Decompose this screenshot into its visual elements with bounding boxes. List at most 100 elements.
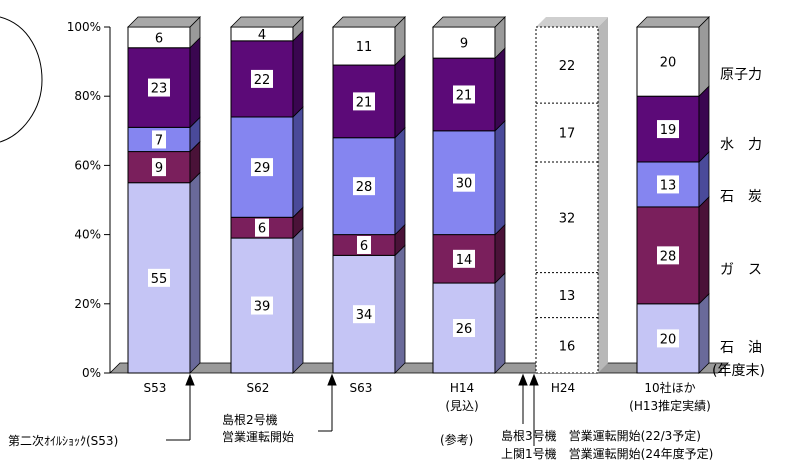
value-label-hydro: 21 — [356, 95, 373, 110]
bar-side-coal — [292, 105, 304, 219]
category-label-10sha: 10社ほか — [644, 380, 695, 395]
category-label-s63: S63 — [350, 381, 373, 395]
bar-segment-nuclear — [636, 26, 700, 97]
value-label-bg — [251, 69, 273, 88]
bar-side-hydro — [394, 54, 406, 139]
bar-10社ほか: 20 28 13 19 20 — [636, 16, 710, 374]
bar-side-gas — [698, 195, 710, 305]
value-label-bg — [657, 120, 679, 139]
bar-side-oil — [494, 272, 506, 374]
value-label-bg — [453, 173, 475, 192]
value-label-bg — [657, 175, 679, 194]
value-label-bg — [152, 158, 166, 177]
value-label-bg — [353, 92, 375, 111]
legend-oil: 石 油 — [720, 340, 762, 356]
value-label-bg — [353, 177, 375, 196]
bar-side-nuclear — [698, 16, 710, 98]
value-label-bg — [453, 319, 475, 338]
value-label-bg — [255, 218, 269, 237]
y-tick-label: 80% — [74, 89, 101, 103]
bar-top — [230, 16, 304, 28]
bar-side-coal — [494, 119, 506, 236]
value-label-gas: 13 — [559, 289, 576, 304]
value-label-nuclear: 9 — [460, 37, 468, 52]
value-label-coal: 30 — [456, 177, 473, 192]
value-label-coal: 7 — [155, 133, 163, 148]
annotation-kaminoseki1: 上関1号機 営業運転開始(24年度予定) — [501, 446, 713, 461]
unit-note: (年度末) — [712, 363, 765, 379]
bar-outline-dashed — [535, 26, 599, 374]
value-label-bg — [657, 246, 679, 265]
category-sublabel-10sha: (H13推定実績) — [629, 398, 711, 413]
ellipse-decoration — [0, 16, 43, 143]
bar-side-hydro — [292, 29, 304, 118]
bar-side-oil — [292, 227, 304, 374]
category-label-s62: S62 — [247, 381, 270, 395]
bar-segment-nuclear — [432, 26, 496, 59]
value-label-nuclear: 6 — [155, 31, 163, 46]
bar-side-oil — [189, 171, 201, 374]
legend-gas: ガ ス — [720, 262, 762, 278]
value-label-hydro: 23 — [151, 82, 168, 97]
value-label-bg — [353, 305, 375, 324]
value-label-gas: 6 — [360, 239, 368, 254]
arrow-oil-shock — [166, 373, 195, 441]
value-label-gas: 6 — [258, 222, 266, 237]
value-label-gas: 9 — [155, 161, 163, 176]
bar-S63: 34 6 28 21 11 — [332, 16, 406, 374]
y-tick-label: 20% — [74, 297, 101, 311]
value-label-oil: 20 — [660, 332, 677, 347]
value-label-bg — [357, 235, 371, 254]
bar-top — [127, 16, 201, 28]
value-label-hydro: 22 — [254, 73, 271, 88]
category-label-s53: S53 — [144, 381, 167, 395]
bar-side-oil — [394, 244, 406, 374]
bar-side-hydro — [698, 85, 710, 163]
category-sublabel-h14: (見込) — [445, 399, 478, 413]
value-label-gas: 28 — [660, 249, 677, 264]
value-label-bg — [148, 78, 170, 97]
legend-hydro: 水 力 — [720, 137, 762, 153]
annotation-shimane3: 島根3号機 営業運転開始(22/3予定) — [501, 428, 701, 443]
value-label-hydro: 19 — [660, 123, 677, 138]
arrow-kaminoseki1 — [529, 373, 539, 446]
value-label-coal: 28 — [356, 180, 373, 195]
bar-top — [332, 16, 406, 28]
chart-floor — [109, 362, 729, 374]
category-label-h14: H14 — [450, 381, 474, 395]
value-label-oil: 34 — [356, 308, 373, 323]
bar-S53: 55 9 7 23 6 — [127, 16, 201, 374]
value-label-oil: 26 — [456, 322, 473, 337]
bar-side-hydro — [494, 47, 506, 132]
value-label-hydro: 17 — [559, 127, 576, 142]
value-label-bg — [657, 329, 679, 348]
legend-coal: 石 炭 — [720, 189, 762, 205]
bar-S62: 39 6 29 22 4 — [230, 16, 304, 374]
y-tick-label: 0% — [82, 366, 101, 380]
bar-H14: 26 14 30 21 9 — [432, 16, 506, 374]
value-label-nuclear: 11 — [356, 40, 373, 55]
value-label-gas: 14 — [456, 253, 473, 268]
arrow-shimane3 — [518, 373, 528, 424]
value-label-oil: 39 — [254, 300, 271, 315]
annotation-shimane2-line2: 営業運転開始 — [222, 430, 294, 444]
annotation-oil-shock: 第二次ｵｲﾙｼｮｯｸ(S53) — [8, 434, 118, 448]
bar-H24: 16 13 32 17 22 — [535, 17, 608, 374]
bar-top — [636, 16, 710, 28]
value-label-bg — [251, 296, 273, 315]
annotation-shimane2-line1: 島根2号機 — [222, 412, 278, 427]
bar-side-coal — [394, 126, 406, 236]
bar-top — [536, 17, 608, 27]
value-label-bg — [453, 85, 475, 104]
legend-nuclear: 原子力 — [720, 67, 762, 83]
value-label-bg — [148, 268, 170, 287]
y-tick-label: 100% — [67, 20, 101, 34]
arrow-shimane2 — [318, 373, 337, 432]
value-label-coal: 29 — [254, 161, 271, 176]
value-label-oil: 16 — [559, 339, 576, 354]
value-label-hydro: 21 — [456, 88, 473, 103]
bar-top — [432, 16, 506, 28]
value-label-bg — [251, 158, 273, 177]
value-label-nuclear: 22 — [559, 59, 576, 74]
